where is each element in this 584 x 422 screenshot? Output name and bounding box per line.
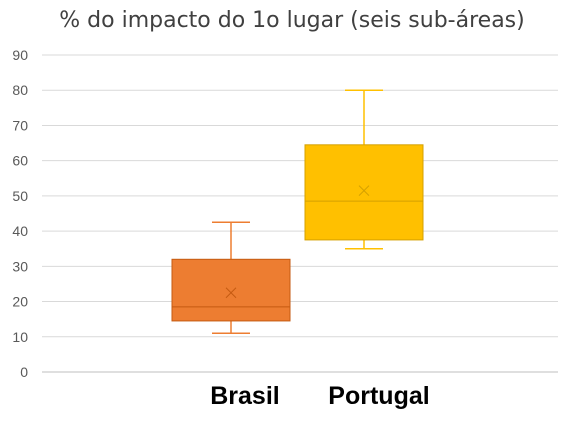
y-tick-label: 80 (12, 82, 28, 98)
x-tick-label: Brasil (210, 382, 279, 410)
y-tick-label: 20 (12, 294, 28, 310)
x-axis-ticks: Brasil Portugal (210, 382, 429, 410)
mean-marker (358, 185, 370, 196)
iqr-box (304, 144, 424, 241)
y-tick-label: 30 (12, 258, 28, 274)
y-tick-label: 0 (20, 364, 28, 380)
y-tick-label: 10 (12, 329, 28, 345)
y-tick-label: 90 (12, 47, 28, 63)
x-tick-label: Portugal (328, 382, 429, 410)
iqr-box (171, 258, 291, 322)
chart-title: % do impacto do 1o lugar (seis sub-áreas… (59, 8, 525, 33)
y-tick-label: 60 (12, 153, 28, 169)
mean-marker (225, 287, 237, 299)
y-axis-ticks: 0 10 20 30 40 50 60 70 80 90 (12, 47, 28, 380)
y-tick-label: 50 (12, 188, 28, 204)
boxes (171, 89, 424, 335)
gridlines (42, 54, 558, 373)
y-tick-label: 70 (12, 117, 28, 133)
y-tick-label: 40 (12, 223, 28, 239)
box-portugal (304, 89, 424, 250)
box-brasil (171, 221, 291, 335)
